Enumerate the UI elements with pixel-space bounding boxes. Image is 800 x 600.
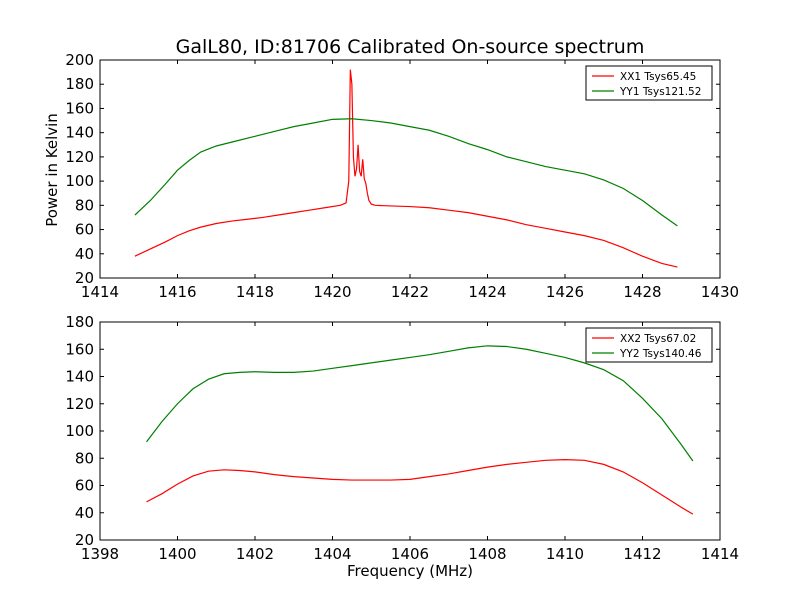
x-tick-label: 1412 [623,545,661,563]
x-tick-label: 1414 [701,545,739,563]
x-tick-label: 1406 [391,545,429,563]
legend-label: YY1 Tsys121.52 [619,86,701,98]
x-tick-label: 1404 [313,545,351,563]
x-tick-label: 1426 [546,283,584,301]
x-tick-label: 1414 [81,283,119,301]
legend-box [585,65,713,101]
series-line-yy1 [134,118,678,227]
y-tick-label: 120 [65,148,94,166]
legend-box [585,327,713,363]
y-tick-label: 60 [75,477,94,495]
legend-label: XX2 Tsys67.02 [620,333,696,345]
y-tick-label: 140 [65,368,94,386]
y-tick-label: 100 [65,172,94,190]
x-tick-label: 1430 [701,283,739,301]
y-tick-label: 120 [65,395,94,413]
top-panel-xx1-yy1: 1414 1416 1418 1420 1422 1424 1426 1428 1430 20 40… [65,51,739,301]
y-tick-label: 60 [75,221,94,239]
x-tick-label: 1400 [158,545,196,563]
y-tick-label: 180 [65,313,94,331]
x-tick-label: 1424 [468,283,506,301]
y-tick-label: 100 [65,422,94,440]
figure-y-axis-label: Power in Kelvin [43,113,61,227]
figure-x-axis-label: Frequency (MHz) [347,562,473,580]
bottom-panel-xx2-yy2: 1398 1400 1402 1404 1406 1408 1410 1412 1414 20 40… [65,313,739,563]
series-line-yy2 [146,345,694,462]
x-tick-label: 1422 [391,283,429,301]
x-tick-label: 1398 [81,545,119,563]
x-tick-label: 1418 [236,283,274,301]
legend: XX1 Tsys65.45 YY1 Tsys121.52 [585,65,713,101]
x-tick-label: 1410 [546,545,584,563]
x-tick-label: 1420 [313,283,351,301]
y-tick-label: 160 [65,340,94,358]
y-tick-label: 180 [65,75,94,93]
figure-title: GalL80, ID:81706 Calibrated On-source sp… [176,36,645,58]
x-tick-label: 1416 [158,283,196,301]
series-line-xx1 [134,69,678,268]
x-tick-label: 1428 [623,283,661,301]
legend-label: XX1 Tsys65.45 [620,71,696,83]
y-tick-label: 20 [75,269,94,287]
y-tick-label: 140 [65,124,94,142]
y-tick-label: 200 [65,51,94,69]
y-tick-label: 20 [75,531,94,549]
x-tick-label: 1408 [468,545,506,563]
y-tick-label: 160 [65,99,94,117]
y-tick-label: 40 [75,504,94,522]
y-tick-label: 80 [75,449,94,467]
y-tick-label: 40 [75,245,94,263]
y-tick-label: 80 [75,196,94,214]
x-tick-label: 1402 [236,545,274,563]
legend-label: YY2 Tsys140.46 [619,348,702,360]
legend: XX2 Tsys67.02 YY2 Tsys140.46 [585,327,713,363]
series-line-xx2 [146,459,694,515]
